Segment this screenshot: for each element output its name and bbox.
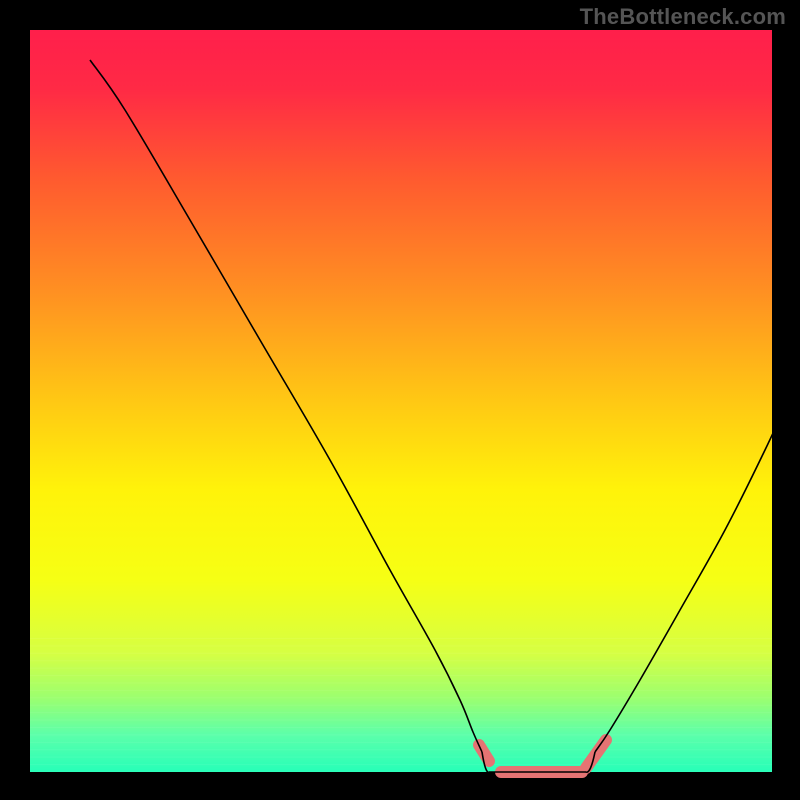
curve-left	[90, 60, 482, 752]
highlight-segments	[479, 740, 606, 772]
plot-area	[30, 30, 772, 772]
watermark-text: TheBottleneck.com	[580, 4, 786, 30]
chart-curves	[30, 30, 800, 800]
curve-right	[595, 370, 800, 752]
